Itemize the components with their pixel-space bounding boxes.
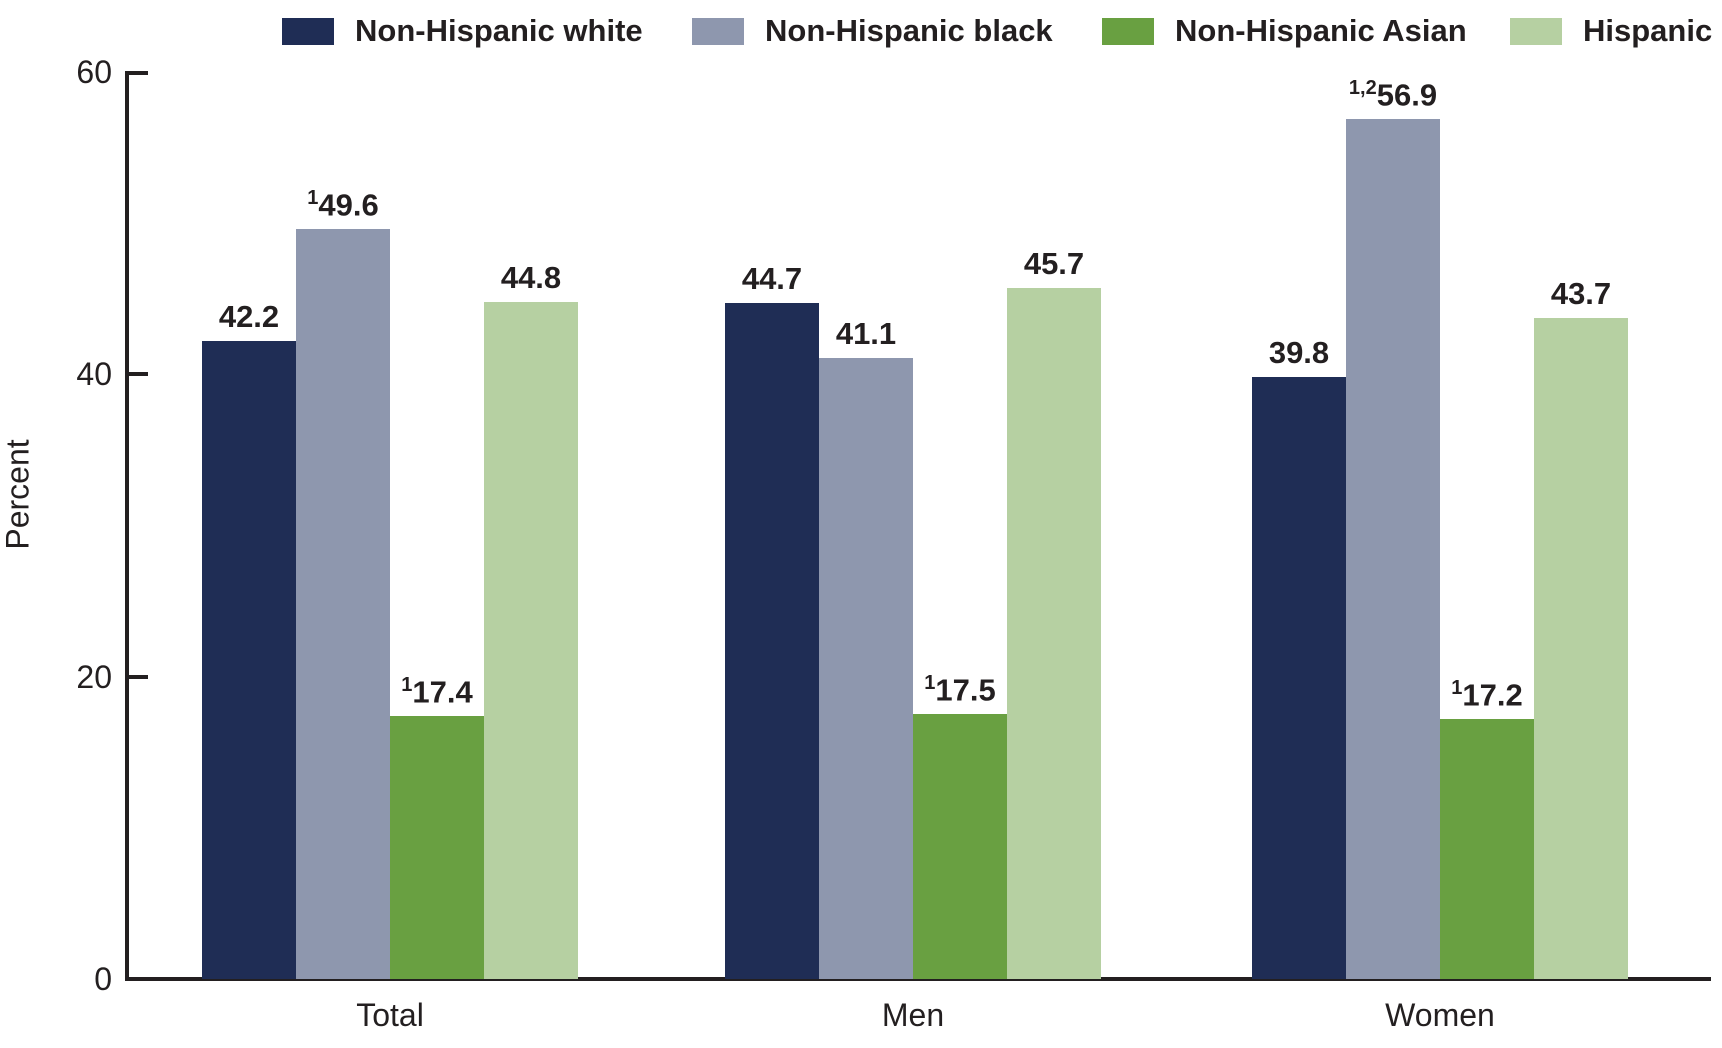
- bar-total-non-hispanic-white: [202, 341, 296, 979]
- bar-data-label: 39.8: [1269, 336, 1329, 369]
- legend-item: Non-Hispanic black: [692, 14, 1053, 48]
- bar-value: 39.8: [1268, 335, 1330, 370]
- legend-item: Non-Hispanic Asian: [1102, 14, 1467, 48]
- y-axis-tick: [129, 71, 148, 75]
- bar-value: 45.7: [1023, 246, 1085, 281]
- bar-data-label: 149.6: [307, 182, 378, 221]
- bar-data-label: 41.1: [836, 317, 896, 350]
- x-axis-category-label: Total: [356, 997, 424, 1033]
- bar-total-non-hispanic-asian: [390, 716, 484, 979]
- bar-value: 17.4: [412, 674, 473, 709]
- bar-men-non-hispanic-black: [819, 358, 913, 979]
- bar-data-label: 44.7: [742, 262, 802, 295]
- bar-data-label: 43.7: [1551, 277, 1611, 310]
- y-axis-tick-label: 0: [94, 961, 112, 997]
- legend-swatch-icon: [1510, 17, 1562, 45]
- footnote-superscript: 1: [401, 673, 413, 696]
- legend-swatch-icon: [1102, 17, 1154, 45]
- bar-data-label: 42.2: [219, 300, 279, 333]
- bar-value: 42.2: [218, 299, 280, 334]
- bar-value: 41.1: [835, 316, 897, 351]
- footnote-superscript: 1: [307, 186, 319, 209]
- legend-item: Non-Hispanic white: [282, 14, 643, 48]
- bar-data-label: 117.4: [401, 669, 472, 708]
- legend-label: Non-Hispanic white: [355, 13, 643, 48]
- bar-women-non-hispanic-white: [1252, 377, 1346, 979]
- legend-swatch-icon: [282, 17, 334, 45]
- y-axis-title: Percent: [0, 439, 36, 550]
- legend-label: Hispanic: [1583, 13, 1713, 48]
- footnote-superscript: 1,2: [1348, 76, 1377, 99]
- y-axis-tick-label: 60: [76, 54, 112, 90]
- bar-data-label: 1,256.9: [1349, 72, 1437, 111]
- legend-label: Non-Hispanic black: [765, 13, 1053, 48]
- legend-swatch-icon: [692, 17, 744, 45]
- bar-data-label: 45.7: [1024, 247, 1084, 280]
- bar-value: 17.5: [935, 672, 996, 707]
- legend-label: Non-Hispanic Asian: [1175, 13, 1467, 48]
- bar-women-non-hispanic-black: [1346, 119, 1440, 979]
- y-axis-line: [125, 71, 129, 981]
- footnote-superscript: 1: [1451, 676, 1463, 699]
- y-axis-tick: [129, 675, 148, 679]
- bar-value: 44.7: [741, 261, 803, 296]
- bar-value: 17.2: [1462, 677, 1523, 712]
- x-axis-category-label: Women: [1385, 997, 1495, 1033]
- x-axis-category-label: Men: [881, 997, 945, 1033]
- bar-men-non-hispanic-white: [725, 303, 819, 979]
- bar-value: 49.6: [318, 187, 379, 222]
- bar-men-hispanic: [1007, 288, 1101, 979]
- legend-item: Hispanic: [1510, 14, 1712, 48]
- bar-men-non-hispanic-asian: [913, 714, 1007, 979]
- y-axis-tick-label: 20: [76, 659, 112, 695]
- bar-women-hispanic: [1534, 318, 1628, 979]
- bar-value: 43.7: [1550, 276, 1612, 311]
- bar-total-non-hispanic-black: [296, 229, 390, 979]
- bar-total-hispanic: [484, 302, 578, 979]
- x-axis-line: [125, 977, 1711, 981]
- y-axis-tick-label: 40: [76, 356, 112, 392]
- footnote-superscript: 1: [924, 671, 936, 694]
- y-axis-tick: [129, 372, 148, 376]
- bar-data-label: 44.8: [501, 261, 561, 294]
- bar-women-non-hispanic-asian: [1440, 719, 1534, 979]
- bar-value: 44.8: [500, 260, 562, 295]
- bar-data-label: 117.5: [924, 667, 995, 706]
- bar-value: 56.9: [1376, 77, 1438, 112]
- bar-data-label: 117.2: [1451, 672, 1522, 711]
